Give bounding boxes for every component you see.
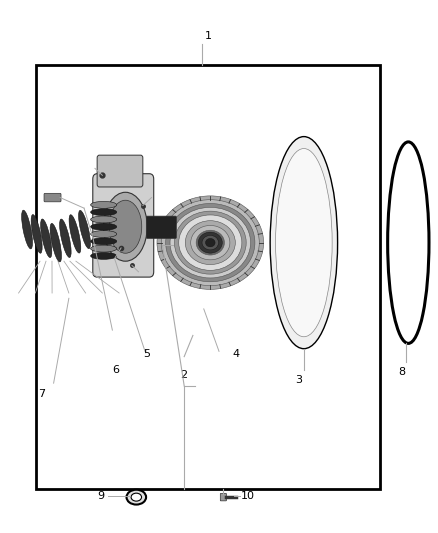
- Text: 1: 1: [205, 31, 212, 41]
- Ellipse shape: [201, 235, 219, 251]
- Text: 9: 9: [97, 490, 104, 500]
- Ellipse shape: [91, 231, 117, 238]
- Bar: [36, 65, 380, 489]
- Ellipse shape: [270, 136, 338, 349]
- Ellipse shape: [91, 209, 117, 216]
- Ellipse shape: [276, 149, 332, 337]
- Ellipse shape: [91, 245, 117, 252]
- Text: 6: 6: [113, 365, 120, 375]
- Ellipse shape: [205, 238, 215, 247]
- Text: 4: 4: [232, 349, 239, 359]
- FancyBboxPatch shape: [220, 494, 226, 501]
- Ellipse shape: [196, 230, 224, 255]
- Ellipse shape: [157, 196, 264, 289]
- Ellipse shape: [69, 215, 81, 253]
- Ellipse shape: [179, 215, 242, 270]
- Ellipse shape: [50, 223, 61, 262]
- Ellipse shape: [170, 207, 251, 278]
- Ellipse shape: [91, 223, 117, 230]
- Ellipse shape: [104, 192, 147, 261]
- Ellipse shape: [91, 253, 117, 260]
- FancyBboxPatch shape: [146, 216, 177, 238]
- Text: 5: 5: [143, 349, 150, 359]
- Ellipse shape: [127, 490, 146, 505]
- Text: 3: 3: [296, 375, 303, 385]
- Ellipse shape: [31, 215, 42, 253]
- Ellipse shape: [205, 238, 216, 247]
- Text: 2: 2: [180, 370, 187, 380]
- Ellipse shape: [185, 221, 235, 264]
- Ellipse shape: [78, 211, 90, 249]
- Ellipse shape: [198, 232, 222, 253]
- Ellipse shape: [131, 493, 141, 501]
- FancyBboxPatch shape: [44, 193, 61, 202]
- Ellipse shape: [161, 200, 259, 286]
- Ellipse shape: [21, 210, 32, 249]
- FancyBboxPatch shape: [97, 155, 143, 187]
- Ellipse shape: [91, 216, 117, 223]
- Ellipse shape: [60, 219, 71, 257]
- Ellipse shape: [166, 204, 255, 282]
- Ellipse shape: [202, 236, 219, 250]
- Text: 8: 8: [398, 367, 406, 377]
- Ellipse shape: [109, 200, 142, 253]
- FancyBboxPatch shape: [93, 174, 154, 277]
- Ellipse shape: [91, 238, 117, 245]
- Text: 7: 7: [39, 389, 46, 399]
- Ellipse shape: [41, 219, 52, 257]
- Ellipse shape: [174, 211, 246, 274]
- Ellipse shape: [91, 201, 117, 208]
- Text: 10: 10: [241, 490, 255, 500]
- Ellipse shape: [191, 225, 230, 260]
